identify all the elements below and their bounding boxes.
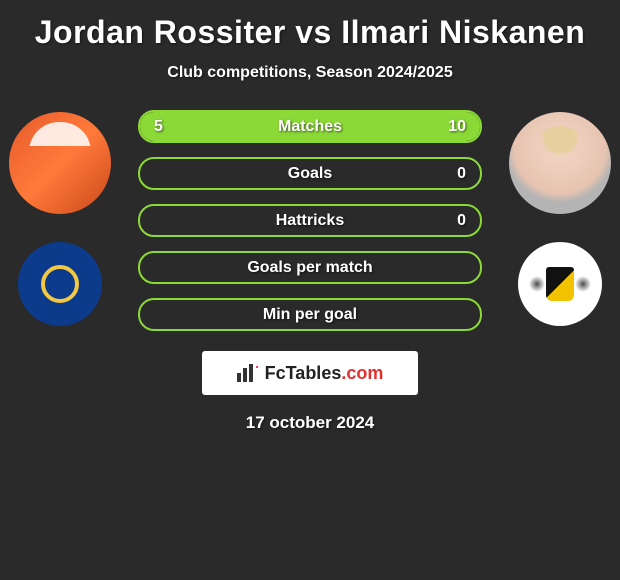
player-right-club-crest (518, 242, 602, 326)
stat-value-right: 10 (448, 118, 466, 136)
stat-bar: Hattricks 0 (138, 204, 482, 237)
subtitle: Club competitions, Season 2024/2025 (167, 64, 452, 82)
stat-label: Goals per match (247, 259, 372, 277)
brand-text: FcTables.com (265, 363, 384, 384)
branding-badge[interactable]: FcTables.com (202, 351, 418, 395)
stat-label: Hattricks (276, 212, 344, 230)
stat-value-right: 0 (457, 165, 466, 183)
page-title: Jordan Rossiter vs Ilmari Niskanen (35, 15, 586, 50)
player-right-avatar (509, 112, 611, 214)
comparison-card: Jordan Rossiter vs Ilmari Niskanen Club … (0, 0, 620, 433)
stat-label: Min per goal (263, 306, 357, 324)
footer-date: 17 october 2024 (246, 413, 375, 433)
stat-label: Goals (288, 165, 332, 183)
content-row: 5 Matches 10 Goals 0 Hattricks 0 Goals per matc… (8, 110, 612, 331)
player-left-club-crest (18, 242, 102, 326)
player-left-avatar (9, 112, 111, 214)
stat-bar: Goals 0 (138, 157, 482, 190)
left-player-column (8, 110, 112, 326)
brand-name: FcTables (265, 363, 342, 383)
stat-bar: Goals per match (138, 251, 482, 284)
right-player-column (508, 110, 612, 326)
stat-bar: Min per goal (138, 298, 482, 331)
brand-suffix: .com (341, 363, 383, 383)
stat-bar: 5 Matches 10 (138, 110, 482, 143)
stat-value-left: 5 (154, 118, 163, 136)
stat-label: Matches (278, 118, 342, 136)
stats-column: 5 Matches 10 Goals 0 Hattricks 0 Goals per matc… (138, 110, 482, 331)
stat-value-right: 0 (457, 212, 466, 230)
chart-bars-icon (237, 364, 259, 382)
